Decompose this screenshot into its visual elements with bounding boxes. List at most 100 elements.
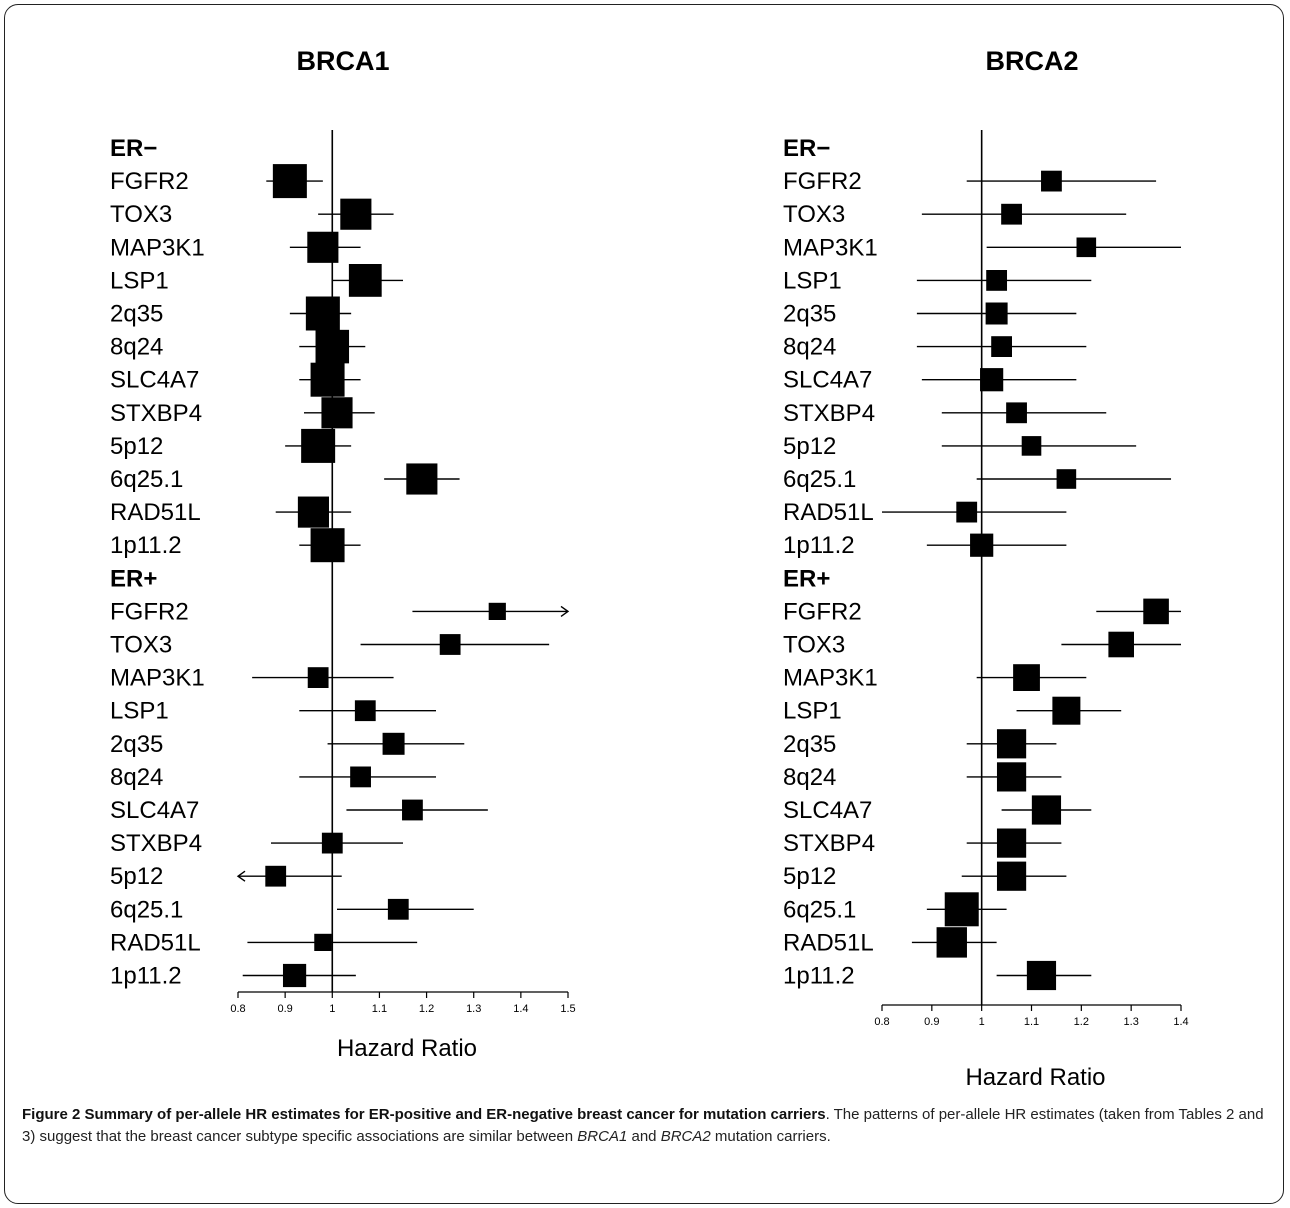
row-label: 8q24 bbox=[783, 764, 836, 791]
hr-point bbox=[996, 762, 1027, 792]
row-label: 1p11.2 bbox=[783, 963, 855, 990]
row-label: RAD51L bbox=[110, 929, 201, 956]
row-label: 5p12 bbox=[783, 433, 836, 460]
hr-point bbox=[986, 270, 1008, 291]
row-label: 6q25.1 bbox=[110, 896, 183, 923]
group-label: ER− bbox=[110, 135, 157, 162]
row-label: MAP3K1 bbox=[783, 665, 878, 692]
row-label: STXBP4 bbox=[783, 830, 875, 857]
row-label: FGFR2 bbox=[110, 598, 189, 625]
group-label: ER− bbox=[783, 135, 830, 162]
hr-point bbox=[1041, 170, 1062, 192]
hr-point bbox=[297, 496, 329, 528]
hr-point bbox=[1006, 402, 1027, 424]
row-label: STXBP4 bbox=[783, 400, 875, 427]
hr-point bbox=[1026, 960, 1057, 991]
row-label: 2q35 bbox=[783, 301, 836, 328]
caption-gene-2: BRCA2 bbox=[660, 1128, 711, 1145]
hr-point bbox=[382, 732, 405, 755]
x-tick-label: 1.2 bbox=[1074, 1016, 1089, 1028]
row-label: 5p12 bbox=[783, 863, 836, 890]
caption-text-3: mutation carriers. bbox=[710, 1128, 831, 1145]
row-label: 1p11.2 bbox=[783, 532, 855, 559]
row-label: MAP3K1 bbox=[783, 234, 878, 261]
row-label: SLC4A7 bbox=[783, 367, 872, 394]
hr-point bbox=[996, 861, 1027, 891]
row-label: 6q25.1 bbox=[783, 896, 856, 923]
x-tick-label: 0.8 bbox=[874, 1016, 889, 1028]
hr-point bbox=[387, 898, 409, 920]
hr-point bbox=[305, 296, 340, 331]
x-tick-label: 1.3 bbox=[1124, 1016, 1139, 1028]
row-label: SLC4A7 bbox=[783, 797, 872, 824]
hr-point bbox=[996, 729, 1027, 759]
hr-point bbox=[348, 264, 382, 297]
row-label: FGFR2 bbox=[110, 168, 189, 195]
row-label: 5p12 bbox=[110, 863, 163, 890]
hr-point bbox=[1108, 631, 1134, 658]
group-label: ER+ bbox=[110, 565, 157, 592]
panel-title: BRCA2 bbox=[985, 46, 1078, 76]
hr-point bbox=[439, 634, 461, 655]
figure-frame bbox=[4, 4, 1284, 1204]
row-label: RAD51L bbox=[783, 499, 874, 526]
x-axis-label: Hazard Ratio bbox=[337, 1035, 477, 1062]
row-label: LSP1 bbox=[783, 698, 842, 725]
panel-title: BRCA1 bbox=[296, 46, 389, 76]
row-label: 8q24 bbox=[783, 334, 836, 361]
x-tick-label: 1.2 bbox=[419, 1003, 434, 1015]
x-tick-label: 1.4 bbox=[1173, 1016, 1188, 1028]
ci-arrow bbox=[236, 870, 246, 882]
hr-point bbox=[282, 963, 307, 988]
hr-point bbox=[315, 329, 350, 364]
row-label: 2q35 bbox=[110, 731, 163, 758]
caption-text-1: . The patterns of per-allele HR estimate… bbox=[22, 1106, 1264, 1145]
caption-title: Figure 2 Summary of per-allele HR estima… bbox=[22, 1106, 826, 1123]
panel-brca1: BRCA1 ER− FGFR2 TOX3 MAP3K1 LSP1 2q35 8q24 SLC4A… bbox=[110, 46, 576, 1062]
hr-point bbox=[991, 336, 1012, 357]
hr-point bbox=[1001, 203, 1022, 225]
hr-point bbox=[354, 700, 376, 722]
row-label: MAP3K1 bbox=[110, 234, 205, 261]
x-tick-label: 1.5 bbox=[560, 1003, 575, 1015]
row-label: SLC4A7 bbox=[110, 367, 199, 394]
x-tick-label: 1.1 bbox=[372, 1003, 387, 1015]
hr-point bbox=[970, 533, 994, 557]
hr-point bbox=[1031, 795, 1062, 825]
row-label: 1p11.2 bbox=[110, 532, 182, 559]
row-label: TOX3 bbox=[783, 632, 845, 659]
hr-point bbox=[340, 198, 372, 230]
row-label: RAD51L bbox=[783, 929, 874, 956]
row-label: 8q24 bbox=[110, 764, 163, 791]
row-label: LSP1 bbox=[110, 267, 169, 294]
row-label: 6q25.1 bbox=[110, 466, 183, 493]
hr-point bbox=[944, 892, 979, 927]
row-label: 1p11.2 bbox=[110, 963, 182, 990]
hr-point bbox=[1052, 696, 1081, 725]
hr-point bbox=[321, 832, 343, 854]
row-label: LSP1 bbox=[783, 267, 842, 294]
hr-point bbox=[265, 865, 287, 887]
forest-plot-figure: BRCA1 ER− FGFR2 TOX3 MAP3K1 LSP1 2q35 8q24 SLC4A… bbox=[110, 46, 1189, 1091]
hr-point bbox=[321, 397, 353, 429]
x-tick-label: 1 bbox=[979, 1016, 985, 1028]
row-label: 6q25.1 bbox=[783, 466, 856, 493]
hr-point bbox=[996, 828, 1027, 858]
row-label: TOX3 bbox=[783, 201, 845, 228]
panel-brca2: BRCA2 ER− FGFR2 TOX3 MAP3K1 LSP1 2q35 8q24 SLC4A… bbox=[783, 46, 1189, 1091]
ci-arrow bbox=[560, 605, 570, 617]
hr-point bbox=[1013, 664, 1040, 691]
x-tick-label: 1.4 bbox=[513, 1003, 528, 1015]
hr-point bbox=[310, 528, 345, 563]
row-label: 5p12 bbox=[110, 433, 163, 460]
row-label: STXBP4 bbox=[110, 400, 202, 427]
x-tick-label: 0.9 bbox=[277, 1003, 292, 1015]
hr-point bbox=[307, 231, 339, 263]
hr-point bbox=[406, 463, 438, 495]
hr-point bbox=[936, 927, 967, 958]
figure-caption: Figure 2 Summary of per-allele HR estima… bbox=[22, 1104, 1268, 1148]
x-tick-label: 0.8 bbox=[230, 1003, 245, 1015]
hr-point bbox=[985, 302, 1008, 325]
caption-text-2: and bbox=[627, 1128, 661, 1145]
row-label: SLC4A7 bbox=[110, 797, 199, 824]
